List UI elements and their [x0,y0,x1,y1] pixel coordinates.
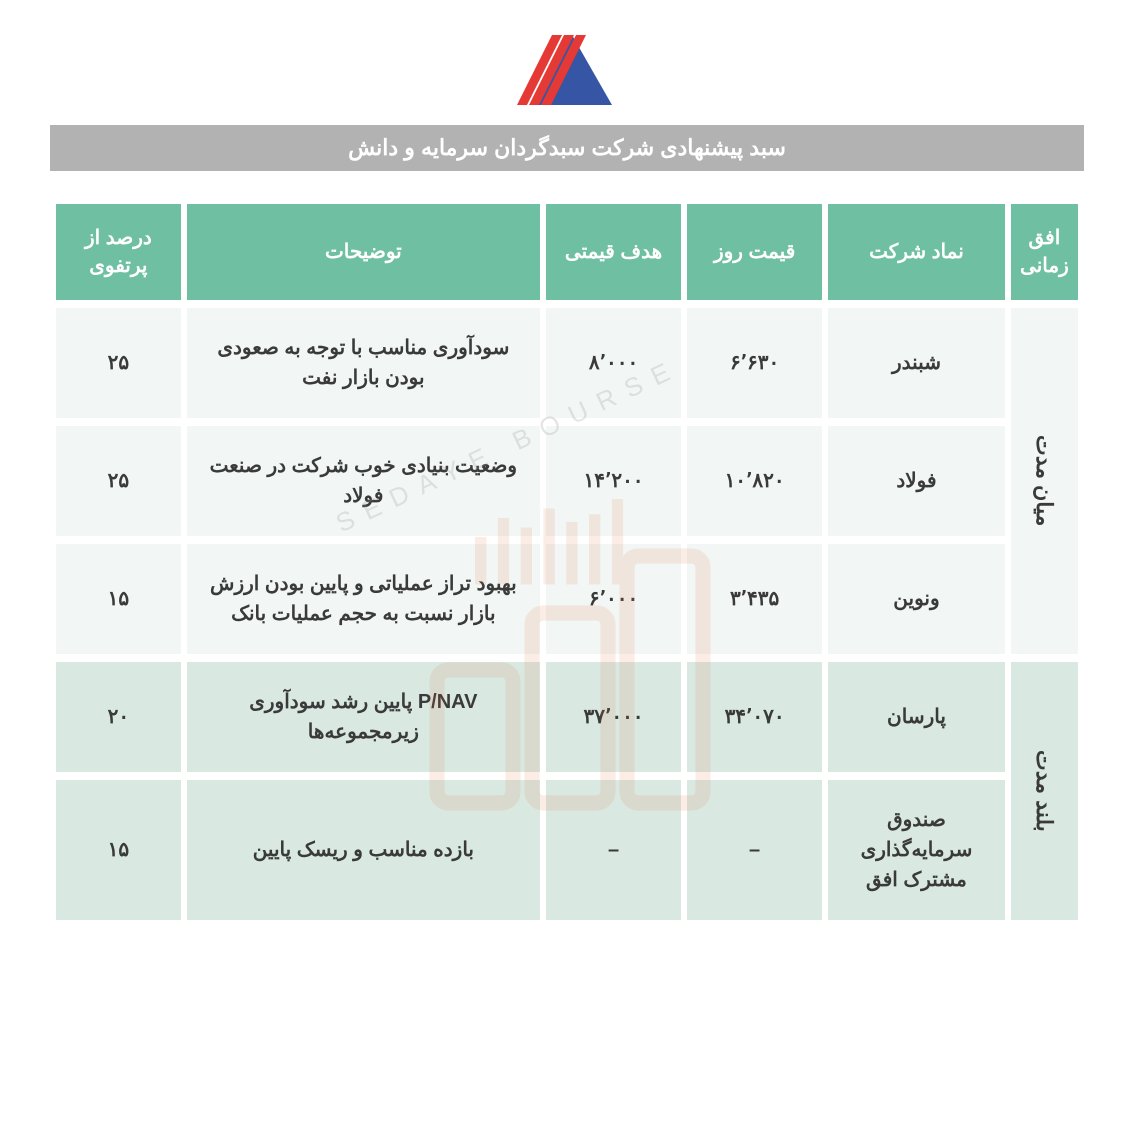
page-title: سبد پیشنهادی شرکت سبدگردان سرمایه و دانش [50,125,1084,171]
cell-symbol: ونوین [828,544,1005,654]
header-description: توضیحات [187,204,540,300]
table-row: صندوق سرمایه‌گذاری مشترک افق––بازده مناس… [56,780,1078,920]
cell-day_price: ۳٬۴۳۵ [687,544,822,654]
cell-description: بازده مناسب و ریسک پایین [187,780,540,920]
cell-symbol: پارسان [828,662,1005,772]
table-row: ونوین۳٬۴۳۵۶٬۰۰۰بهبود تراز عملیاتی و پایی… [56,544,1078,654]
portfolio-table: افق زمانی نماد شرکت قیمت روز هدف قیمتی ت… [50,196,1084,928]
cell-target_price: ۱۴٬۲۰۰ [546,426,681,536]
timeframe-cell: بلند مدت [1011,662,1078,920]
cell-target_price: ۸٬۰۰۰ [546,308,681,418]
cell-target_price: ۳۷٬۰۰۰ [546,662,681,772]
cell-day_price: ۶٬۶۳۰ [687,308,822,418]
cell-description: بهبود تراز عملیاتی و پایین بودن ارزش باز… [187,544,540,654]
cell-symbol: صندوق سرمایه‌گذاری مشترک افق [828,780,1005,920]
header-target-price: هدف قیمتی [546,204,681,300]
cell-symbol: فولاد [828,426,1005,536]
cell-percent: ۲۰ [56,662,181,772]
timeframe-cell: میان مدت [1011,308,1078,654]
header-day-price: قیمت روز [687,204,822,300]
table-row: فولاد۱۰٬۸۲۰۱۴٬۲۰۰وضعیت بنیادی خوب شرکت د… [56,426,1078,536]
cell-percent: ۲۵ [56,308,181,418]
header-timeframe: افق زمانی [1011,204,1078,300]
table-row: میان مدتشبندر۶٬۶۳۰۸٬۰۰۰سودآوری مناسب با … [56,308,1078,418]
cell-target_price: – [546,780,681,920]
cell-percent: ۱۵ [56,780,181,920]
cell-percent: ۱۵ [56,544,181,654]
company-logo [50,30,1084,110]
header-symbol: نماد شرکت [828,204,1005,300]
cell-day_price: ۱۰٬۸۲۰ [687,426,822,536]
cell-symbol: شبندر [828,308,1005,418]
cell-description: وضعیت بنیادی خوب شرکت در صنعت فولاد [187,426,540,536]
cell-description: P/NAV پایین رشد سودآوری زیرمجموعه‌ها [187,662,540,772]
header-percent: درصد از پرتفوی [56,204,181,300]
cell-percent: ۲۵ [56,426,181,536]
cell-day_price: ۳۴٬۰۷۰ [687,662,822,772]
cell-target_price: ۶٬۰۰۰ [546,544,681,654]
cell-description: سودآوری مناسب با توجه به صعودی بودن بازا… [187,308,540,418]
cell-day_price: – [687,780,822,920]
table-row: بلند مدتپارسان۳۴٬۰۷۰۳۷٬۰۰۰P/NAV پایین رش… [56,662,1078,772]
